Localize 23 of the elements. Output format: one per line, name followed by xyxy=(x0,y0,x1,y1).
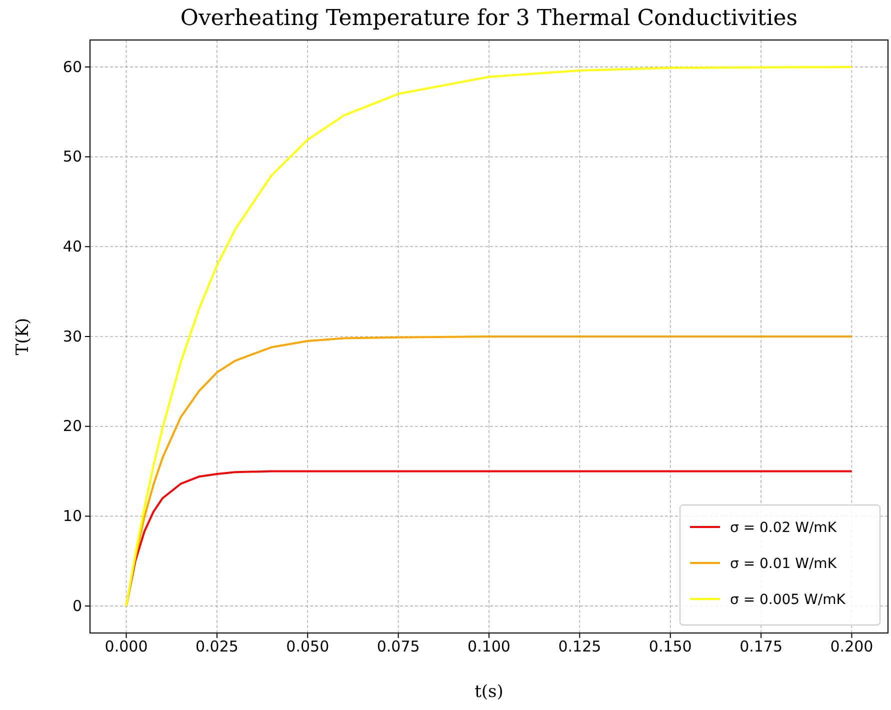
x-tick-label: 0.025 xyxy=(195,638,238,656)
y-tick-label: 30 xyxy=(62,327,82,346)
x-tick-label: 0.125 xyxy=(558,638,602,656)
legend-label: σ = 0.005 W/mK xyxy=(730,592,846,608)
x-axis-title: t(s) xyxy=(474,682,504,702)
y-tick-label: 20 xyxy=(62,417,82,436)
legend-label: σ = 0.01 W/mK xyxy=(730,556,838,572)
x-tick-label: 0.150 xyxy=(648,638,692,656)
x-tick-label: 0.050 xyxy=(286,638,330,656)
x-tick-label: 0.100 xyxy=(468,638,510,656)
y-tick-label: 40 xyxy=(62,237,82,256)
chart-title: Overheating Temperature for 3 Thermal Conductivities xyxy=(180,6,798,31)
x-tick-label: 0.200 xyxy=(830,638,874,656)
x-tick-label: 0.075 xyxy=(376,638,420,656)
x-tick-label: 0.175 xyxy=(740,638,783,656)
y-tick-label: 50 xyxy=(62,148,82,166)
y-axis-title: T(K) xyxy=(13,318,33,356)
x-tick-label: 0.000 xyxy=(104,638,148,656)
y-tick-label: 60 xyxy=(62,58,82,76)
line-series xyxy=(125,66,853,608)
legend-label: σ = 0.02 W/mK xyxy=(730,520,838,536)
y-tick-label: 0 xyxy=(72,596,82,615)
y-tick-label: 10 xyxy=(62,506,82,525)
